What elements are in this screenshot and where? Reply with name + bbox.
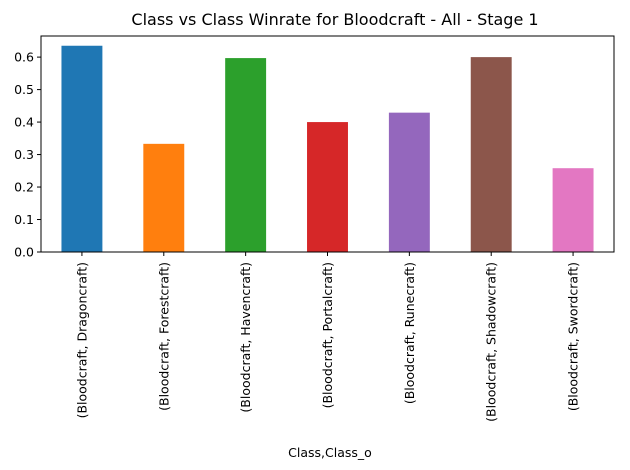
y-tick-label: 0.3 — [14, 147, 34, 162]
x-tick-label: (Bloodcraft, Shadowcraft) — [484, 262, 499, 422]
bar-6 — [470, 57, 512, 253]
plot-area: 0.0 0.1 0.2 0.3 0.4 0.5 0.6 (Bloodcraft, Dragon… — [14, 35, 615, 422]
x-tick-label: (Bloodcraft, Portalcraft) — [320, 262, 335, 408]
y-tick-label: 0.6 — [14, 50, 34, 65]
bar-4 — [307, 122, 348, 252]
y-tick-label: 0.0 — [14, 245, 34, 260]
bar-3 — [225, 58, 267, 252]
y-tick-label: 0.2 — [14, 180, 34, 195]
bar-1 — [61, 45, 103, 253]
bar-2 — [143, 143, 185, 252]
x-axis-label: Class,Class_o — [288, 445, 372, 460]
y-tick-label: 0.4 — [14, 115, 34, 130]
y-tick-label: 0.5 — [14, 82, 34, 97]
y-tick-label: 0.1 — [14, 212, 34, 227]
x-tick-label: (Bloodcraft, Havencraft) — [238, 262, 253, 413]
x-tick-label: (Bloodcraft, Dragoncraft) — [74, 262, 89, 418]
x-tick-label: (Bloodcraft, Runecraft) — [402, 262, 417, 404]
bar-7 — [552, 168, 594, 252]
bar-5 — [388, 112, 430, 252]
x-tick-label: (Bloodcraft, Forestcraft) — [156, 262, 171, 411]
x-tick-label: (Bloodcraft, Swordcraft) — [566, 262, 581, 411]
chart-title: Class vs Class Winrate for Bloodcraft - … — [131, 10, 538, 29]
